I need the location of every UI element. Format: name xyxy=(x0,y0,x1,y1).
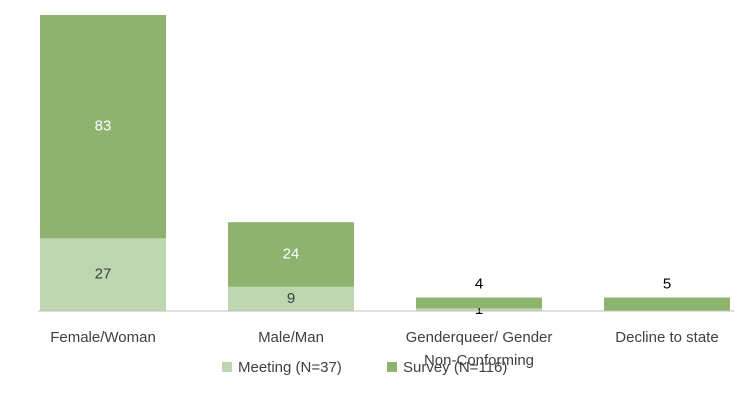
bar-segment xyxy=(228,286,354,311)
data-label: 24 xyxy=(283,245,300,262)
x-tick-label: Decline to state xyxy=(615,329,719,346)
legend-label: Meeting (N=37) xyxy=(238,359,342,376)
bar-segment xyxy=(416,308,542,311)
data-label: 4 xyxy=(475,276,483,293)
legend-label: Survey (N=116) xyxy=(403,359,507,376)
legend-swatch xyxy=(222,362,232,372)
x-tick-label: Male/Man xyxy=(258,329,324,346)
bar-segment xyxy=(228,222,354,287)
x-tick-label: Female/Woman xyxy=(50,329,156,346)
x-tick-label: Genderqueer/ Gender Non-Conforming xyxy=(405,329,553,369)
data-label: 27 xyxy=(95,266,112,283)
bar-segment xyxy=(604,297,730,311)
data-label: 9 xyxy=(287,290,295,307)
bar-segment xyxy=(416,297,542,309)
data-label: 5 xyxy=(663,276,671,293)
data-label: 83 xyxy=(95,118,112,135)
legend-swatch xyxy=(387,362,397,372)
bar-segment xyxy=(40,15,166,239)
data-label: 1 xyxy=(475,301,483,318)
bar-segment xyxy=(40,238,166,311)
